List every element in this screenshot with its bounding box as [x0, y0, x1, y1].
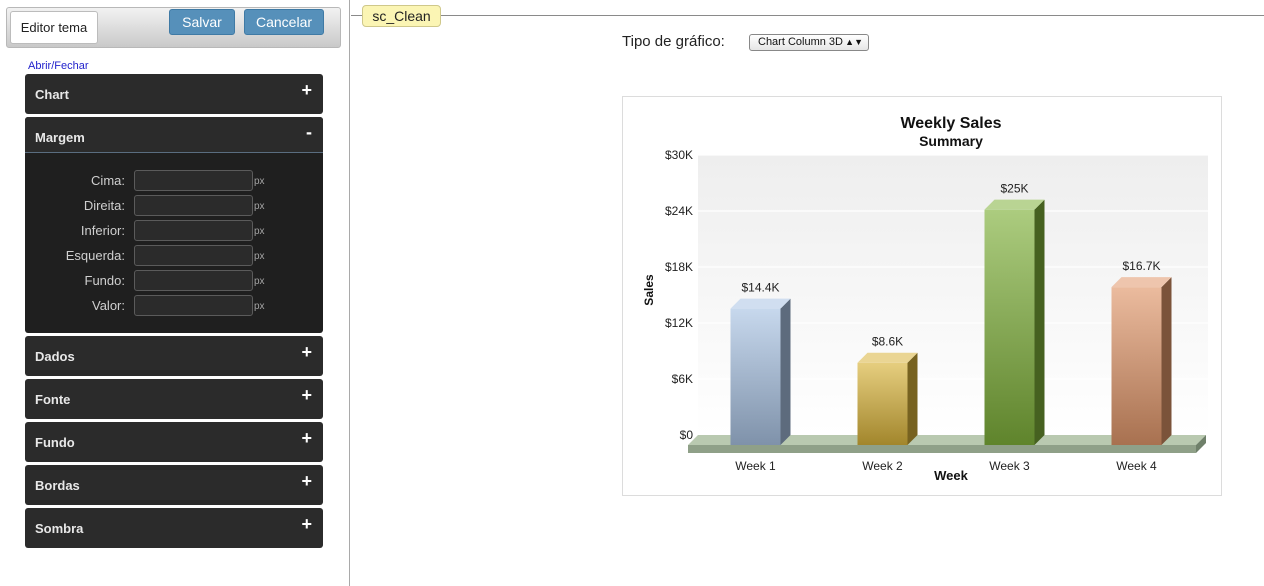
field-row-direita: Direita: px [25, 195, 323, 217]
accordion-dados[interactable]: Dados + [25, 336, 323, 376]
bar-front [730, 308, 781, 445]
toggle-all-link[interactable]: Abrir/Fechar [28, 60, 89, 72]
field-label: Fundo: [84, 273, 125, 288]
accordion-fonte[interactable]: Fonte + [25, 379, 323, 419]
theme-name-tag: sc_Clean [362, 5, 441, 27]
accordion-label: Fonte [35, 392, 71, 407]
bar-side [1034, 199, 1045, 445]
margin-background-input[interactable] [134, 270, 253, 291]
unit-label: px [254, 301, 265, 312]
margin-right-input[interactable] [134, 195, 253, 216]
accordion-label: Fundo [35, 435, 75, 450]
field-label: Cima: [91, 173, 125, 188]
expand-icon[interactable]: + [301, 385, 312, 405]
field-row-valor: Valor: px [25, 295, 323, 317]
y-tick-label: $12K [665, 316, 693, 330]
y-tick-label: $24K [665, 204, 693, 218]
bar-top [857, 352, 918, 363]
accordion-label: Margem [35, 130, 85, 145]
y-tick-label: $30K [665, 148, 693, 162]
unit-label: px [254, 251, 265, 262]
bar-front [984, 209, 1035, 445]
x-tick-label: Week 1 [735, 459, 776, 473]
margin-bottom-input[interactable] [134, 220, 253, 241]
margin-top-input[interactable] [134, 170, 253, 191]
accordion-label: Sombra [35, 521, 84, 536]
chart-type-label: Tipo de gráfico: [622, 33, 725, 50]
y-tick-label: $18K [665, 260, 693, 274]
accordion-sombra[interactable]: Sombra + [25, 508, 323, 548]
field-label: Valor: [92, 298, 125, 313]
y-tick-label: $0 [680, 428, 694, 442]
field-label: Inferior: [80, 223, 125, 238]
floor-front [688, 445, 1196, 453]
accordion-label: Chart [35, 87, 69, 102]
data-label: $8.6K [872, 335, 903, 349]
data-label: $25K [1000, 182, 1028, 196]
tab-editor-tema[interactable]: Editor tema [10, 11, 98, 44]
bar-top [1111, 277, 1172, 288]
expand-icon[interactable]: + [301, 342, 312, 362]
chart-type-select[interactable]: Chart Column 3D ▲▼ [749, 34, 869, 51]
accordion-chart[interactable]: Chart + [25, 74, 323, 114]
accordion-margem: Margem - Cima: px Direita: px Inferior: … [25, 117, 323, 333]
cancel-button[interactable]: Cancelar [244, 9, 324, 35]
accordion-label: Bordas [35, 478, 80, 493]
theme-editor-panel: Editor tema Salvar Cancelar Abrir/Fechar… [0, 0, 350, 586]
chart-title: Weekly Sales [900, 115, 1001, 132]
margin-value-input[interactable] [134, 295, 253, 316]
select-arrows-icon: ▲▼ [845, 37, 863, 47]
bar-side [1161, 277, 1172, 445]
bar-side [907, 352, 918, 445]
floor-top [688, 435, 1206, 445]
data-label: $14.4K [741, 281, 779, 295]
field-row-esquerda: Esquerda: px [25, 245, 323, 267]
bar-top [730, 298, 791, 309]
y-tick-label: $6K [672, 372, 693, 386]
chart-preview: Weekly Sales Summary $0 $6K $12K $18K $24K $30K… [622, 96, 1222, 496]
floor-side [1196, 435, 1206, 453]
accordion-bordas[interactable]: Bordas + [25, 465, 323, 505]
x-tick-label: Week 3 [989, 459, 1030, 473]
field-row-fundo: Fundo: px [25, 270, 323, 292]
x-tick-label: Week 4 [1116, 459, 1157, 473]
bar-top [984, 199, 1045, 210]
fieldset-border [441, 15, 1264, 16]
field-row-cima: Cima: px [25, 170, 323, 192]
margin-left-input[interactable] [134, 245, 253, 266]
bar-front [1111, 287, 1162, 445]
unit-label: px [254, 176, 265, 187]
chart-subtitle: Summary [919, 133, 983, 149]
chart-type-selected: Chart Column 3D [758, 36, 843, 48]
bar-front [857, 362, 908, 445]
fieldset-border [351, 15, 363, 16]
expand-icon[interactable]: + [301, 471, 312, 491]
field-label: Direita: [83, 198, 125, 213]
expand-icon[interactable]: + [301, 514, 312, 534]
unit-label: px [254, 201, 265, 212]
accordion-label: Dados [35, 349, 75, 364]
y-axis-title: Sales [642, 274, 656, 306]
save-button[interactable]: Salvar [169, 9, 235, 35]
bar-side [780, 298, 791, 445]
x-tick-label: Week 2 [862, 459, 903, 473]
expand-icon[interactable]: + [301, 80, 312, 100]
data-label: $16.7K [1122, 259, 1160, 273]
unit-label: px [254, 276, 265, 287]
unit-label: px [254, 226, 265, 237]
accordion-margem-header[interactable]: Margem - [25, 117, 323, 153]
collapse-icon[interactable]: - [306, 122, 312, 142]
field-label: Esquerda: [65, 248, 125, 263]
accordion-fundo[interactable]: Fundo + [25, 422, 323, 462]
field-row-inferior: Inferior: px [25, 220, 323, 242]
expand-icon[interactable]: + [301, 428, 312, 448]
x-axis-title: Week [934, 468, 968, 483]
